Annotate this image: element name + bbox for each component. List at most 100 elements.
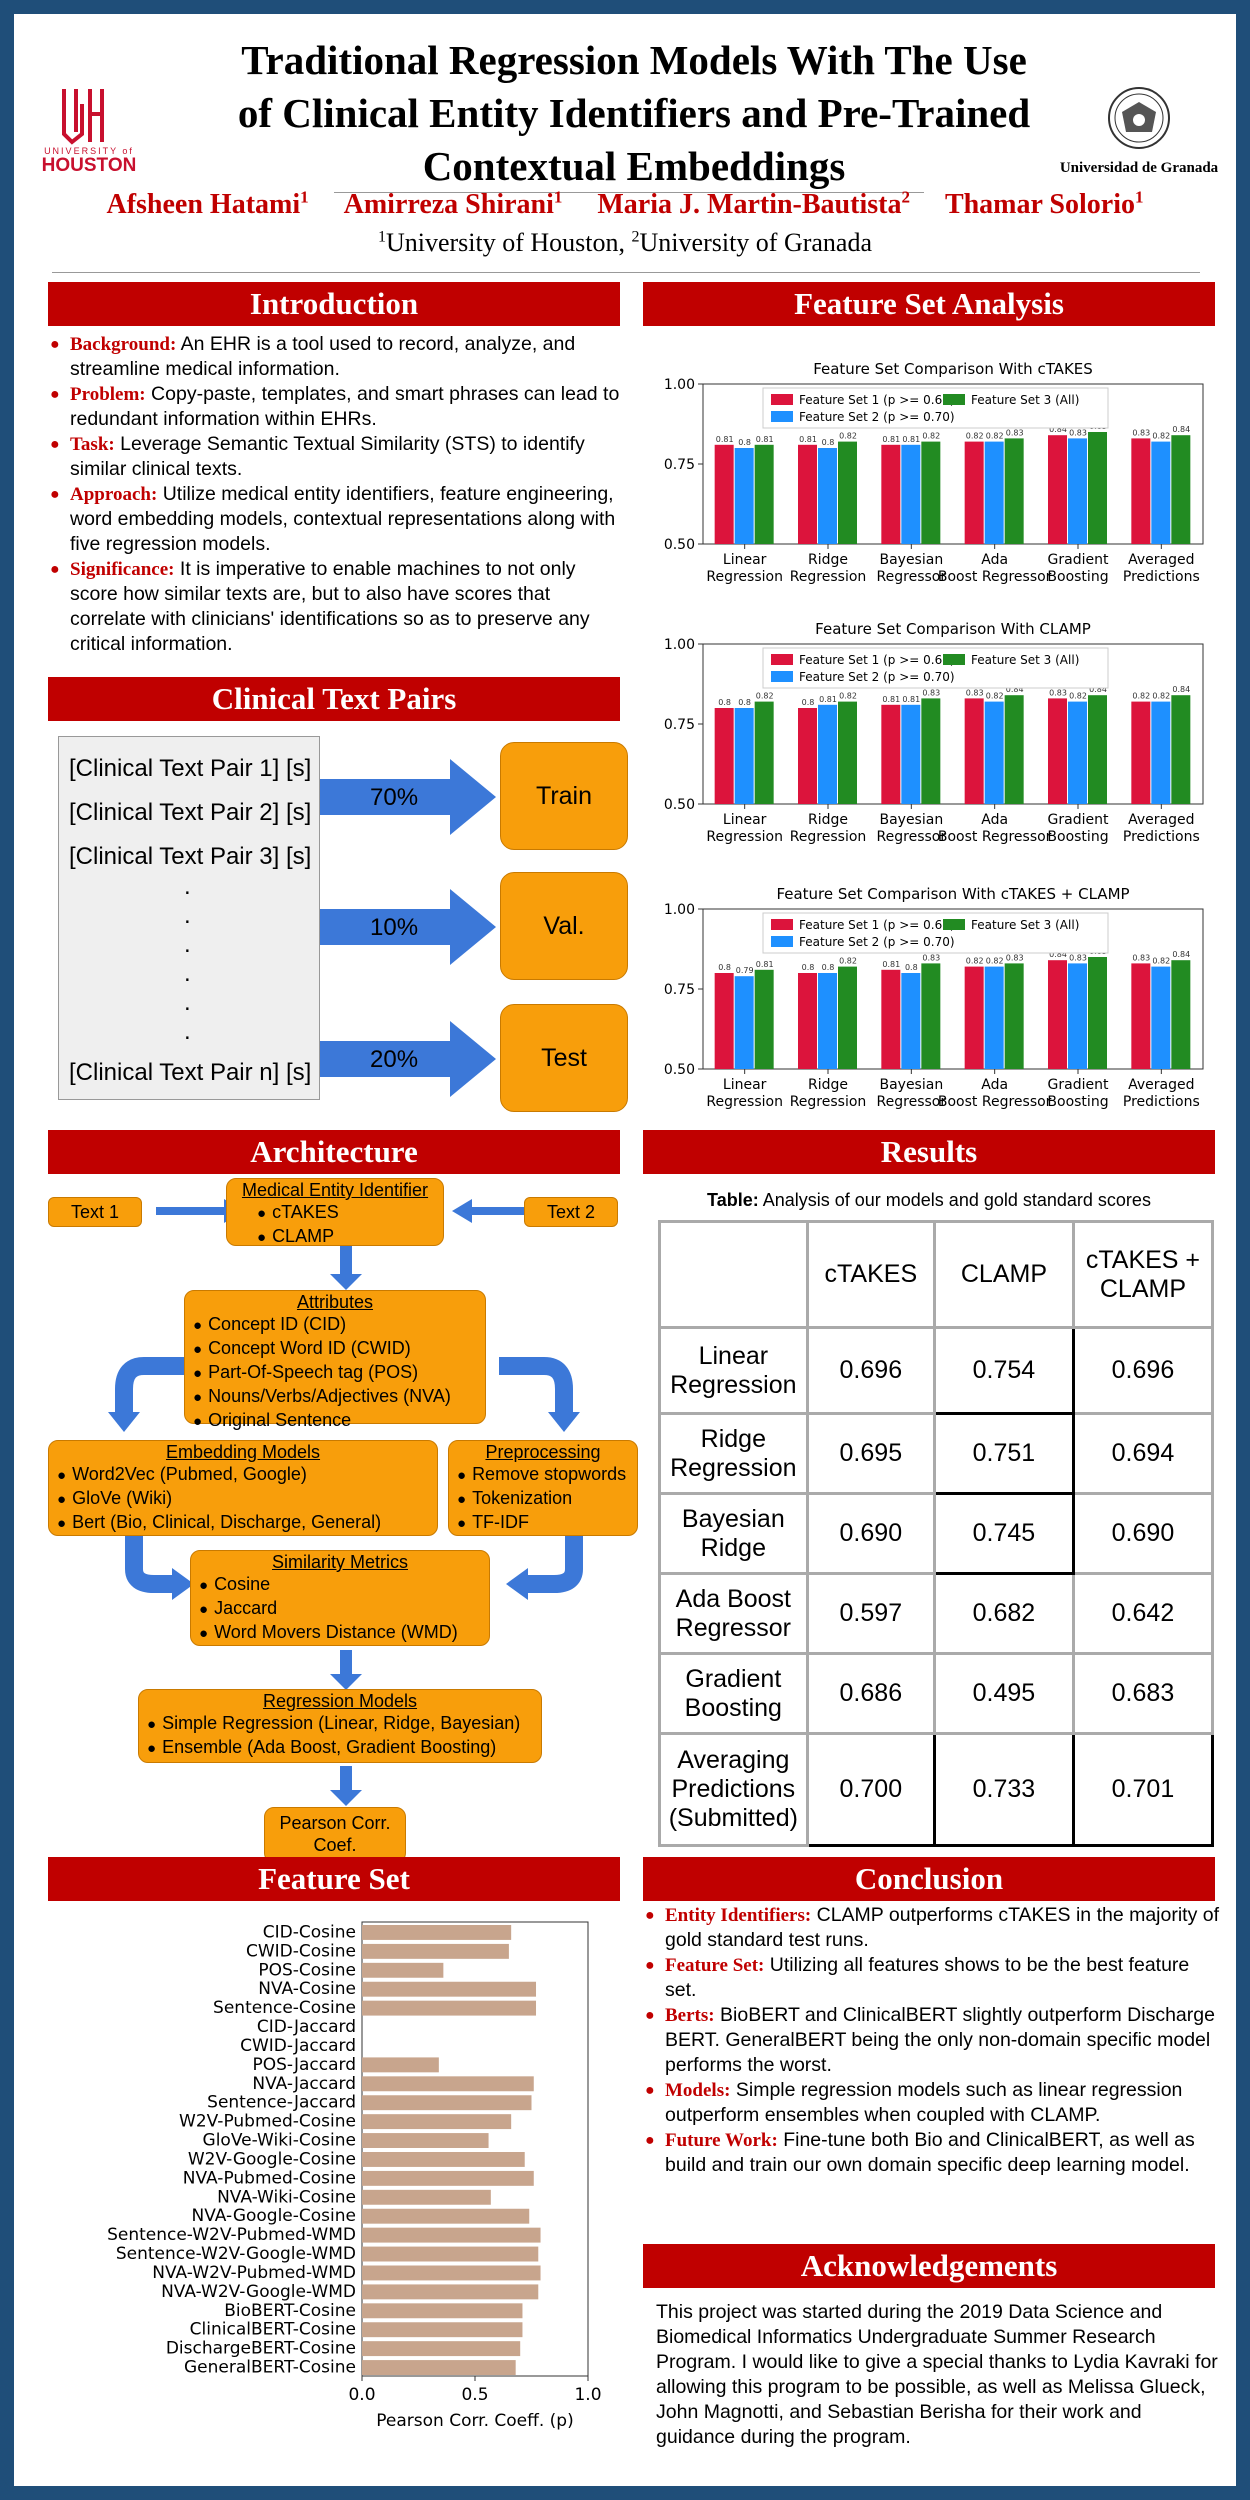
y-tick-label: NVA-Pubmed-Cosine (183, 2168, 356, 2188)
feature-analysis-heading: Feature Set Analysis (643, 282, 1215, 326)
x-tick-label: Bayesian (879, 812, 943, 828)
bar (362, 2227, 541, 2243)
similarity-title: Similarity Metrics (271, 1552, 408, 1572)
similarity-box: Similarity Metrics Cosine Jaccard Word M… (190, 1550, 490, 1646)
title-divider (334, 192, 924, 193)
y-tick-label: POS-Cosine (258, 1960, 356, 1980)
table-cell: 0.695 (805, 1412, 936, 1495)
legend-label: Feature Set 2 (p >= 0.70) (799, 935, 955, 949)
bar (881, 704, 901, 804)
x-tick-label: Gradient (1048, 552, 1109, 568)
bar (964, 698, 984, 804)
x-tick-label: Ada (981, 552, 1008, 568)
row-label: Gradient Boosting (658, 1652, 809, 1735)
conclusion-item: ● Berts: BioBERT and ClinicalBERT slightl… (645, 2004, 1215, 2076)
bar-value-label: 0.82 (1152, 432, 1170, 441)
bar-value-label: 0.81 (882, 695, 900, 704)
y-tick-label: 0.50 (664, 537, 695, 553)
bar-value-label: 0.8 (905, 963, 918, 972)
chart-title: Feature Set Comparison With CLAMP (815, 620, 1091, 638)
arrow-train (320, 759, 496, 835)
bar (921, 698, 941, 804)
bar (362, 2341, 521, 2357)
results-caption: Table: Analysis of our models and gold s… (707, 1190, 1151, 1210)
bar-value-label: 0.82 (756, 692, 774, 701)
attribute-item: Original Sentence (193, 1409, 485, 1433)
attribute-item: Part-Of-Speech tag (POS) (193, 1361, 485, 1385)
bar-value-label: 0.83 (922, 688, 940, 697)
uh-logo: UNIVERSITY of HOUSTON (34, 84, 144, 179)
bar (714, 444, 734, 544)
bar-value-label: 0.83 (922, 953, 940, 962)
bar (734, 976, 754, 1069)
bar (362, 2284, 539, 2300)
bar (1131, 438, 1151, 544)
attribute-item: Nouns/Verbs/Adjectives (NVA) (193, 1385, 485, 1409)
legend-swatch (771, 919, 793, 930)
embedding-box: Embedding Models Word2Vec (Pubmed, Googl… (48, 1440, 438, 1536)
uh-logo-small-text: UNIVERSITY of (44, 146, 134, 156)
pair-n: [Clinical Text Pair n] [s] (69, 1059, 312, 1086)
bar (362, 1981, 537, 1997)
author-3: Maria J. Martin-Bautista2 (597, 188, 910, 221)
bar-value-label: 0.81 (882, 960, 900, 969)
fsa-chart-ctakes-clamp: Feature Set Comparison With cTAKES + CLA… (664, 885, 1204, 1110)
table-cell: 0.690 (1071, 1492, 1215, 1575)
bar-value-label: 0.79 (736, 966, 754, 975)
legend-swatch (943, 394, 965, 405)
bar (1004, 963, 1024, 1069)
bar-value-label: 0.84 (1049, 425, 1067, 434)
feature-set-heading: Feature Set (48, 1857, 620, 1901)
x-tick-label: Averaged (1128, 1077, 1194, 1093)
bar (1068, 701, 1087, 804)
x-tick-label: Regression (790, 1094, 867, 1110)
x-tick-label: Regression (706, 1094, 783, 1110)
bar (984, 966, 1004, 1069)
bar (964, 966, 984, 1069)
split-pct-val: 10% (370, 914, 419, 941)
uh-logo-text: HOUSTON (41, 155, 137, 176)
x-tick-label: Linear (723, 812, 767, 828)
bar (984, 441, 1004, 544)
title-line-3: Contextual Embeddings (422, 143, 846, 189)
bar-value-label: 0.83 (1132, 428, 1150, 437)
bar-value-label: 0.83 (1049, 688, 1067, 697)
plot-area (361, 1921, 589, 2377)
col-header: cTAKES (805, 1220, 936, 1329)
bar (362, 2303, 523, 2319)
bar (362, 2208, 530, 2224)
x-axis-label: Pearson Corr. Coeff. (p) (376, 2411, 573, 2431)
bar (1048, 960, 1067, 1069)
bar (881, 969, 901, 1069)
poster: UNIVERSITY of HOUSTON Traditional Regres… (14, 14, 1236, 2486)
bar-value-label: 0.82 (986, 957, 1004, 966)
x-tick-label: Ridge (808, 1077, 848, 1093)
bar (984, 701, 1004, 804)
bar (362, 2000, 537, 2016)
chart-legend: Feature Set 1 (p >= 0.60) Feature Set 2 (… (762, 387, 1109, 429)
author-4: Thamar Solorio1 (944, 188, 1144, 221)
table-cell: 0.701 (1071, 1732, 1215, 1847)
x-tick-label: 0.0 (348, 2385, 375, 2405)
authors: Afsheen Hatami1 Amirreza Shirani1 Maria … (14, 188, 1236, 221)
y-tick-label: NVA-Google-Cosine (192, 2206, 356, 2226)
table-cell: 0.597 (805, 1572, 936, 1655)
table-cell: 0.686 (805, 1652, 936, 1735)
x-tick-label: Ada (981, 812, 1008, 828)
bar-value-label: 0.82 (986, 692, 1004, 701)
attribute-item: Concept ID (CID) (193, 1313, 485, 1337)
bar-value-label: 0.82 (966, 432, 984, 441)
preprocessing-item: TF-IDF (457, 1511, 637, 1535)
table-cell: 0.690 (805, 1492, 936, 1575)
bar-value-label: 0.8 (738, 698, 751, 707)
y-tick-label: NVA-Jaccard (252, 2074, 356, 2094)
bar (754, 969, 774, 1069)
bar (1171, 695, 1191, 804)
x-tick-label: Averaged (1128, 552, 1194, 568)
table-cell: 0.696 (805, 1326, 936, 1415)
attributes-box: Attributes Concept ID (CID) Concept Word… (184, 1290, 486, 1430)
x-tick-label: Predictions (1123, 829, 1200, 845)
y-tick-label: 0.75 (664, 457, 695, 473)
table-cell: 0.696 (1071, 1326, 1215, 1415)
row-label: Bayesian Ridge (658, 1492, 809, 1575)
